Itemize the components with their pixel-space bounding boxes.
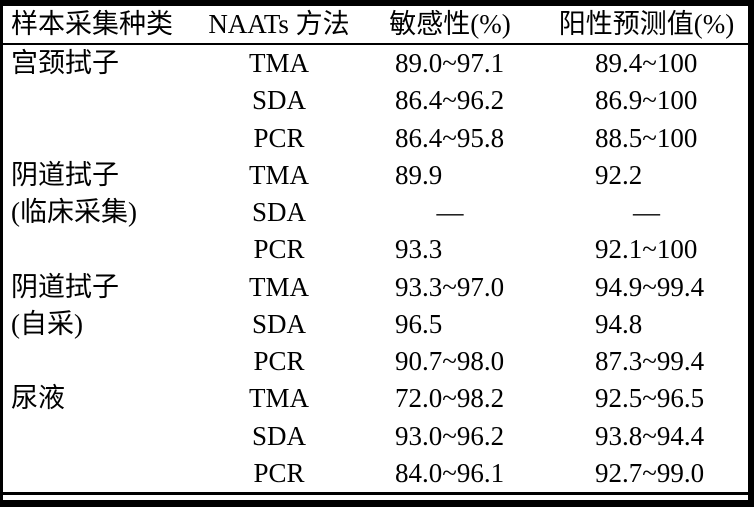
sensitivity-cell: 89.0~97.1: [395, 48, 505, 79]
sample-cell: [3, 120, 203, 157]
sensitivity-cell: 96.5: [395, 308, 443, 339]
sensitivity-cell: 93.0~96.2: [395, 420, 505, 451]
sample-cell: 尿液: [11, 383, 65, 414]
ppv-cell: 92.2: [595, 159, 643, 190]
sample-cell: (临床采集): [11, 197, 137, 228]
method-cell: SDA: [251, 197, 306, 228]
ppv-cell: —: [633, 197, 660, 228]
sample-cell: 阴道拭子: [11, 271, 119, 302]
sample-cell: [3, 82, 203, 119]
method-cell: PCR: [253, 457, 305, 488]
sample-cell: [3, 455, 203, 492]
header-sensitivity: 敏感性(%): [355, 6, 545, 45]
sample-cell: (自采): [11, 308, 83, 339]
sensitivity-cell: 90.7~98.0: [395, 346, 505, 377]
ppv-cell: 93.8~94.4: [595, 420, 705, 451]
sample-cell: [3, 231, 203, 268]
ppv-cell: 86.9~100: [595, 85, 698, 116]
ppv-cell: 89.4~100: [595, 48, 698, 79]
method-cell: TMA: [249, 271, 309, 302]
header-sample-type: 样本采集种类: [3, 6, 203, 45]
sample-cell: [3, 343, 203, 380]
method-cell: TMA: [249, 48, 309, 79]
header-ppv: 阳性预测值(%): [545, 6, 748, 45]
method-cell: SDA: [251, 85, 306, 116]
method-cell: SDA: [251, 308, 306, 339]
sample-cell: 宫颈拭子: [11, 48, 119, 79]
method-cell: TMA: [249, 383, 309, 414]
sensitivity-cell: 84.0~96.1: [395, 457, 505, 488]
naats-performance-table: 样本采集种类 NAATs 方法 敏感性(%) 阳性预测值(%) 宫颈拭子 TMA…: [3, 6, 748, 495]
ppv-cell: 92.1~100: [595, 234, 698, 265]
ppv-cell: 92.5~96.5: [595, 383, 705, 414]
sample-cell: 阴道拭子: [11, 159, 119, 190]
ppv-cell: 87.3~99.4: [595, 346, 705, 377]
sensitivity-cell: 93.3~97.0: [395, 271, 505, 302]
sensitivity-cell: 93.3: [395, 234, 443, 265]
method-cell: PCR: [253, 122, 305, 153]
sensitivity-cell: 86.4~96.2: [395, 85, 505, 116]
sensitivity-cell: 72.0~98.2: [395, 383, 505, 414]
ppv-cell: 94.8: [595, 308, 643, 339]
header-naats-method: NAATs 方法: [203, 6, 355, 45]
method-cell: TMA: [249, 159, 309, 190]
sample-cell: [3, 418, 203, 455]
method-cell: SDA: [251, 420, 306, 451]
ppv-cell: 94.9~99.4: [595, 271, 705, 302]
sensitivity-cell: —: [436, 197, 464, 228]
method-cell: PCR: [253, 346, 305, 377]
method-cell: PCR: [253, 234, 305, 265]
sensitivity-cell: 86.4~95.8: [395, 122, 505, 153]
sensitivity-cell: 89.9: [395, 159, 443, 190]
ppv-cell: 92.7~99.0: [595, 457, 705, 488]
ppv-cell: 88.5~100: [595, 122, 698, 153]
